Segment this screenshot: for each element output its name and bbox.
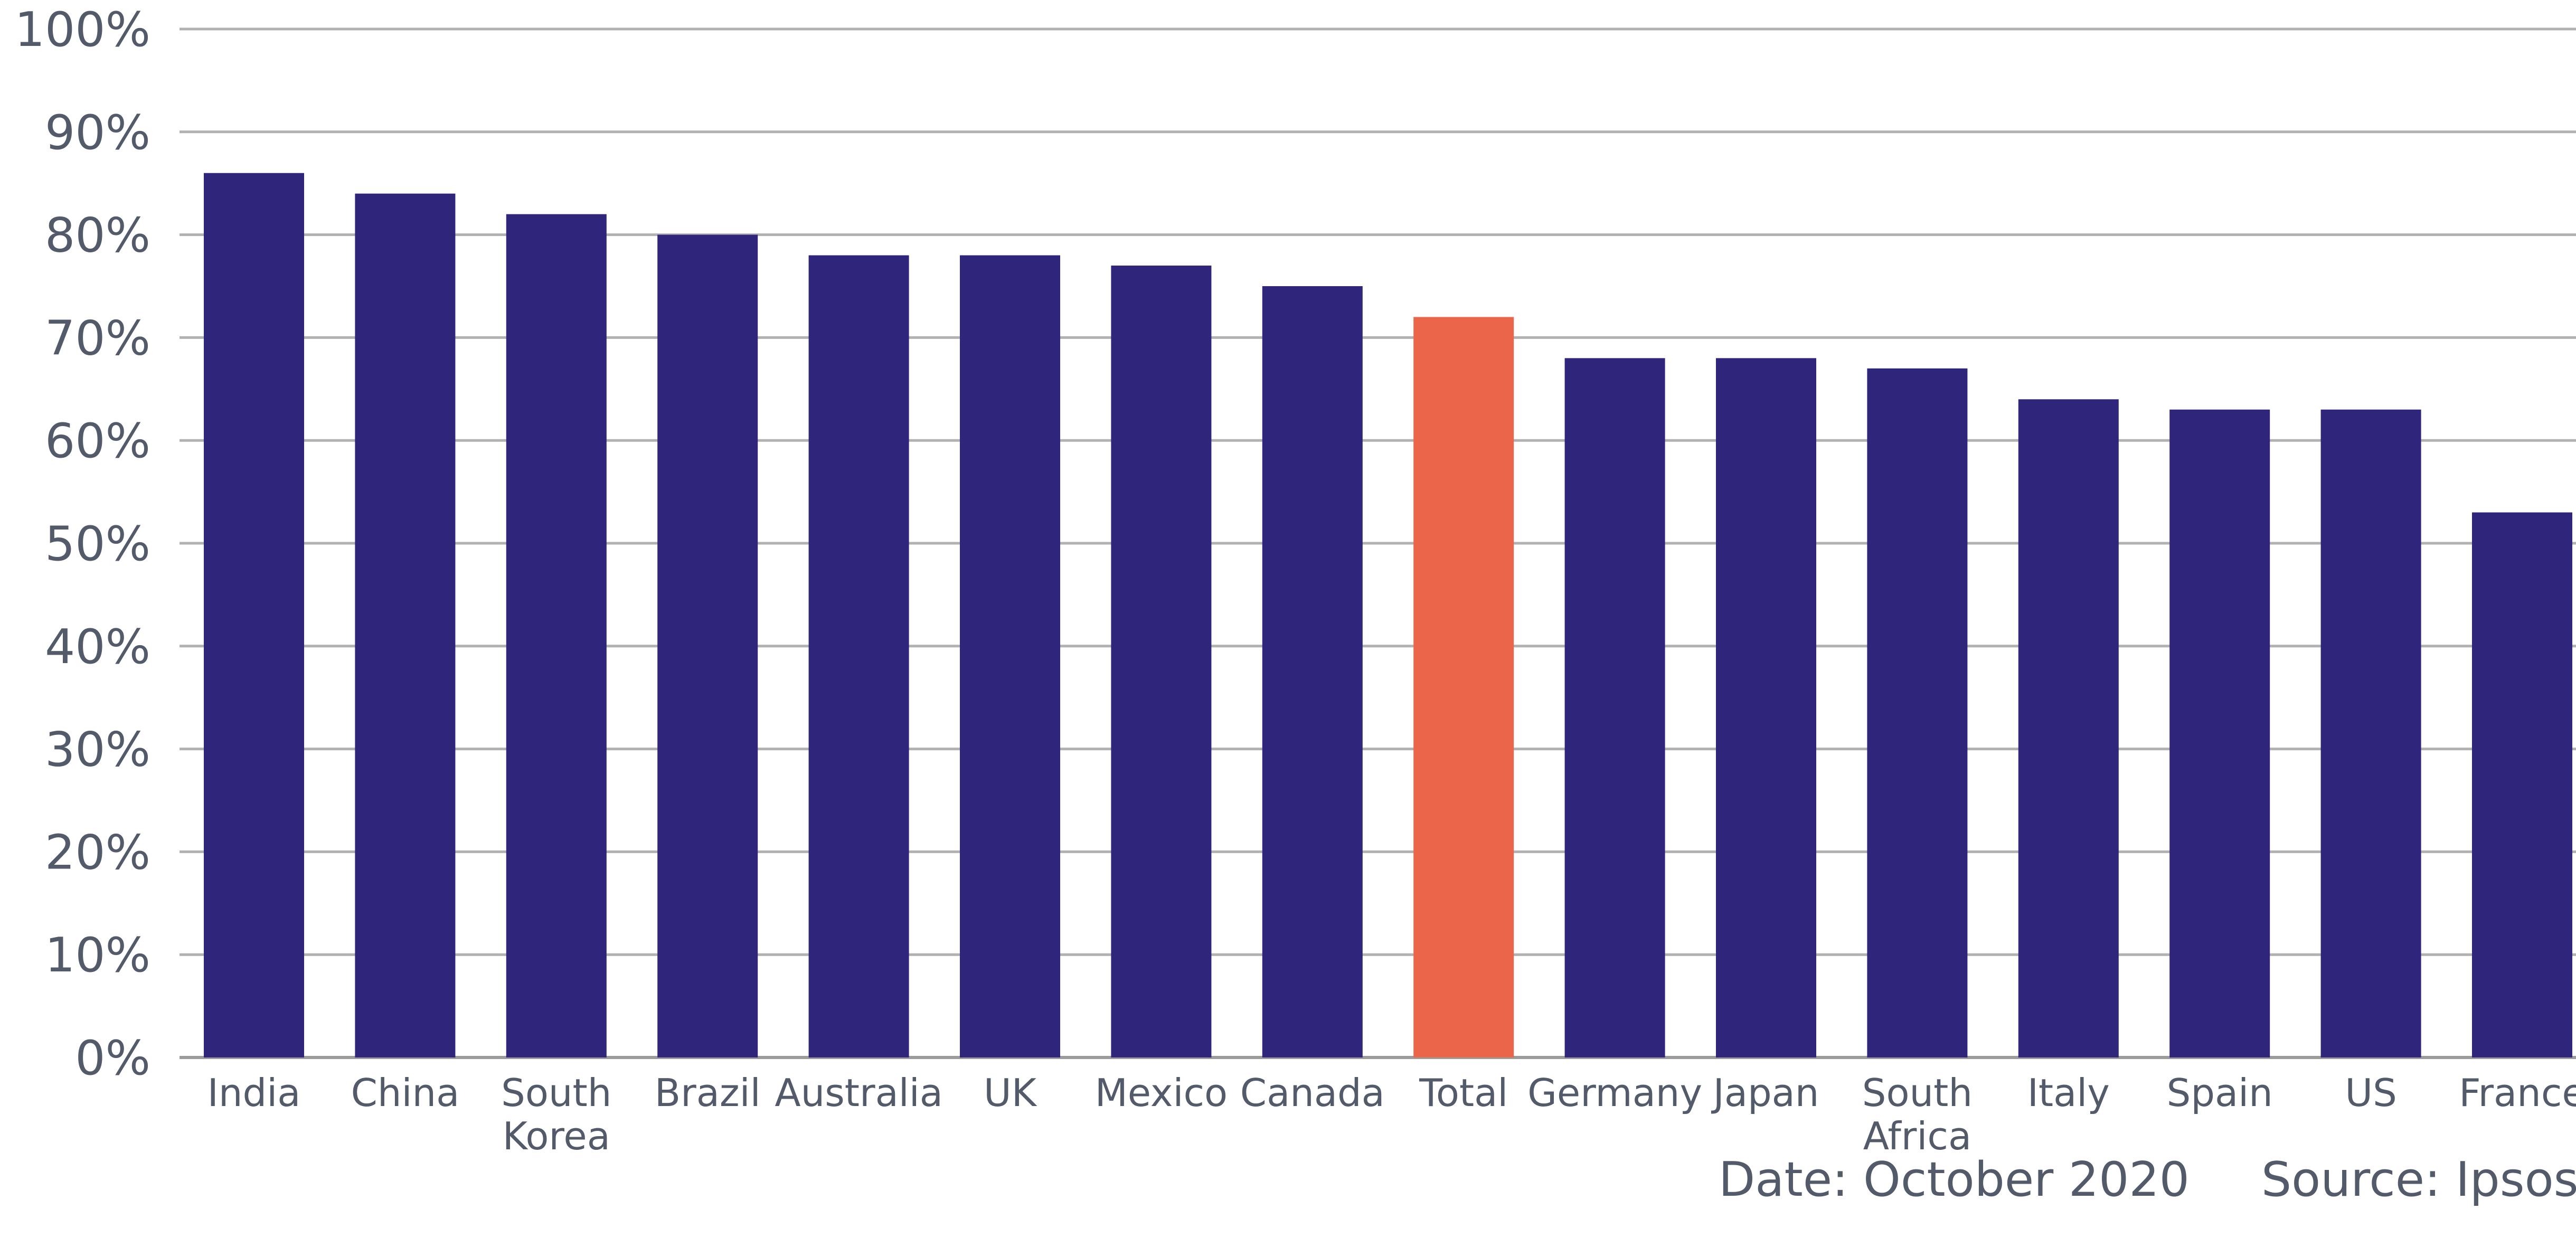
- x-axis-tick-labels: India China South Korea Brazil Australia UK Mex…: [207, 1071, 2576, 1158]
- source-note: Source: Ipsos: [2261, 1152, 2576, 1207]
- y-tick-label: 80%: [45, 208, 150, 263]
- bar-australia: [808, 255, 909, 1057]
- y-tick-label: 30%: [45, 722, 150, 778]
- x-tick-label: Canada: [1240, 1071, 1385, 1115]
- bar-canada: [1262, 286, 1363, 1057]
- bar-brazil: [657, 234, 758, 1058]
- bars: [204, 173, 2572, 1058]
- y-tick-label: 0%: [75, 1031, 150, 1086]
- y-axis-tick-labels: 0% 10% 20% 30% 40% 50% 60% 70% 80% 90% 100%: [15, 2, 150, 1086]
- x-tick-label: UK: [984, 1071, 1037, 1115]
- bar-germany: [1564, 358, 1665, 1057]
- x-tick-label: China: [351, 1071, 460, 1115]
- y-tick-label: 90%: [45, 105, 150, 160]
- y-tick-label: 100%: [15, 2, 150, 58]
- x-tick-label: Mexico: [1095, 1071, 1228, 1115]
- bar-india: [204, 173, 304, 1058]
- bar-us: [2320, 409, 2421, 1057]
- bar-china: [355, 193, 456, 1058]
- x-tick-label: Japan: [1711, 1071, 1819, 1115]
- x-tick-label: Spain: [2167, 1071, 2273, 1115]
- bar-japan: [1716, 358, 1816, 1057]
- x-tick-label: South Africa: [1862, 1071, 1973, 1158]
- bar-spain: [2169, 409, 2270, 1057]
- x-tick-label: France: [2459, 1071, 2576, 1115]
- x-tick-label: South Korea: [501, 1071, 611, 1158]
- bar-mexico: [1111, 266, 1212, 1057]
- bar-total: [1413, 317, 1514, 1058]
- bar-south-africa: [1867, 368, 1968, 1057]
- x-tick-label: Brazil: [655, 1071, 761, 1115]
- x-tick-label: India: [207, 1071, 301, 1115]
- bar-italy: [2018, 399, 2119, 1057]
- x-tick-label: US: [2345, 1071, 2396, 1115]
- y-tick-label: 50%: [45, 516, 150, 572]
- x-tick-label: Australia: [775, 1071, 942, 1115]
- y-tick-label: 40%: [45, 619, 150, 675]
- y-tick-label: 70%: [45, 310, 150, 366]
- x-tick-label: Total: [1419, 1071, 1508, 1115]
- y-tick-label: 60%: [45, 413, 150, 469]
- x-tick-label: Italy: [2027, 1071, 2110, 1115]
- y-tick-label: 20%: [45, 825, 150, 880]
- y-tick-label: 10%: [45, 928, 150, 983]
- bar-uk: [960, 255, 1060, 1057]
- date-note: Date: October 2020: [1719, 1152, 2190, 1207]
- bar-france: [2472, 512, 2572, 1057]
- x-tick-label: Germany: [1527, 1071, 1702, 1115]
- bar-south-korea: [506, 214, 607, 1057]
